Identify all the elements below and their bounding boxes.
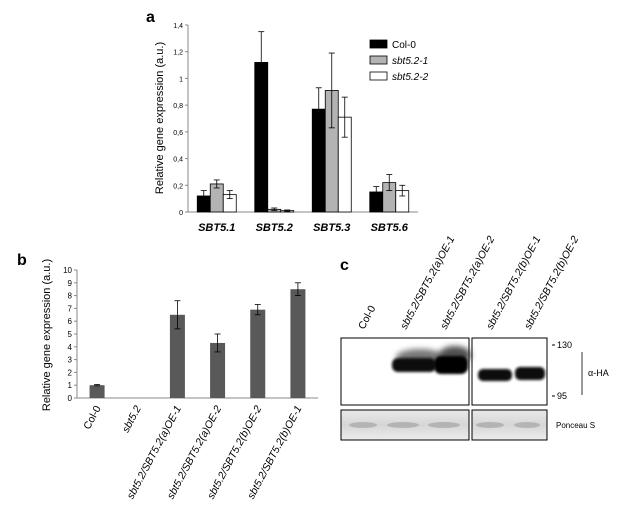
ponceau-band <box>428 422 460 428</box>
legend-label: sbt5.2-2 <box>392 72 429 83</box>
bar <box>89 385 105 398</box>
legend-label: Col-0 <box>392 40 416 51</box>
panel-a-letter: a <box>146 9 155 26</box>
legend-swatch <box>369 55 388 65</box>
y-tick-label: 0 <box>179 210 183 217</box>
y-tick-label: 7 <box>68 304 73 313</box>
y-tick-label: 4 <box>68 343 73 352</box>
panel-c-lane-labels: Col-0 sbt5.2/SBT5.2(a)OE-1sbt5.2/SBT5.2(a… <box>356 234 581 331</box>
ponceau-band <box>476 422 504 428</box>
band-b2 <box>515 367 545 380</box>
legend-label: sbt5.2-1 <box>392 56 428 67</box>
panel-c-letter: c <box>340 257 349 274</box>
category-label: SBT5.1 <box>198 222 235 234</box>
y-tick-label: 2 <box>68 368 73 377</box>
category-label: SBT5.6 <box>371 222 409 234</box>
panel-a-chart: 0 0,2 0,4 0,6 0,8 1 1,2 1,4 SBT5.1 SBT5.2 SBT5.3 SB… <box>173 23 418 234</box>
panel-a-legend: Col-0 sbt5.2-1 sbt5.2-2 <box>369 39 429 83</box>
legend-swatch <box>369 39 388 49</box>
bar <box>290 289 306 398</box>
category-label: Col-0 <box>81 404 103 432</box>
antibody-label: α-HA <box>588 368 609 378</box>
y-tick-label: 0,4 <box>173 157 183 164</box>
bar <box>250 309 266 398</box>
y-tick-label: 8 <box>68 292 73 301</box>
lane-label: Col-0 <box>356 303 378 331</box>
bar <box>210 342 226 398</box>
y-tick-label: 1,2 <box>173 50 183 57</box>
band-a1 <box>392 358 436 372</box>
ponceau-band <box>387 422 419 428</box>
panel-c-blot: 130 95 α-HA Ponceau S <box>340 337 609 441</box>
y-tick-label: 1 <box>179 76 183 83</box>
y-tick-label: 10 <box>63 266 72 275</box>
y-tick-label: 1 <box>68 381 73 390</box>
ponceau-band <box>514 422 540 428</box>
band-b1 <box>478 369 512 381</box>
marker-95: 95 <box>557 391 567 401</box>
y-tick-label: 3 <box>68 356 73 365</box>
legend-swatch <box>369 71 388 81</box>
marker-130: 130 <box>557 340 572 350</box>
category-label: SBT5.3 <box>313 222 350 234</box>
bar <box>169 314 185 398</box>
y-tick-label: 0,2 <box>173 183 183 190</box>
y-tick-label: 5 <box>68 330 73 339</box>
panel-b-letter: b <box>17 252 27 269</box>
loading-label: Ponceau S <box>556 421 595 430</box>
category-label: sbt5.2 <box>120 404 144 435</box>
y-tick-label: 9 <box>68 279 73 288</box>
y-tick-label: 0,6 <box>173 130 183 137</box>
band-a2 <box>434 356 468 374</box>
y-tick-label: 0 <box>68 394 73 403</box>
y-tick-label: 0,8 <box>173 103 183 110</box>
ponceau-band <box>349 422 377 428</box>
panel-b-ylabel: Relative gene expression (a.u.) <box>41 259 53 411</box>
category-label: SBT5.2 <box>256 222 293 234</box>
y-tick-label: 1,4 <box>173 23 183 30</box>
panel-a-ylabel: Relative gene expression (a.u.) <box>154 42 166 194</box>
y-tick-label: 6 <box>68 317 73 326</box>
